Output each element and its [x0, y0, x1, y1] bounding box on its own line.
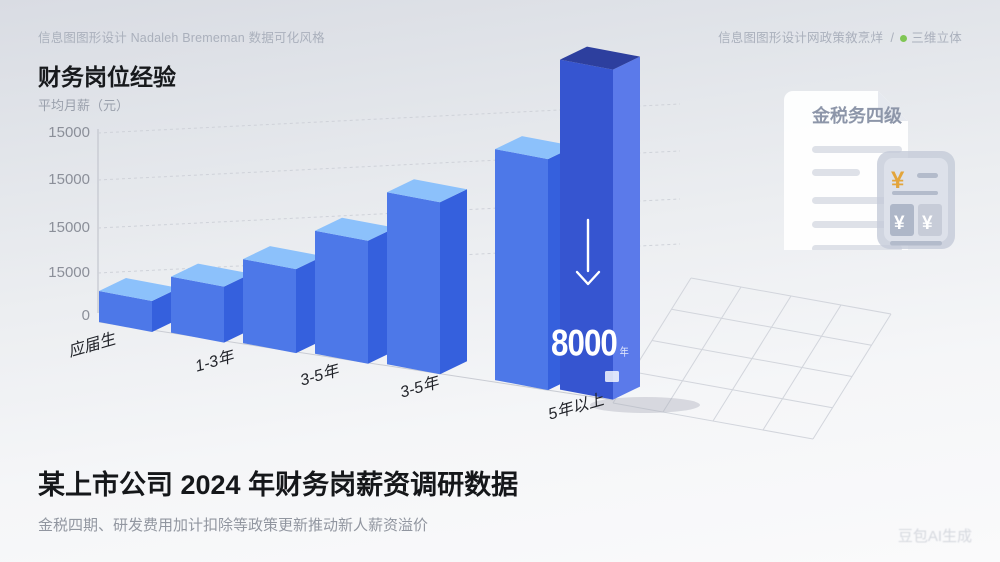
svg-text:¥: ¥: [891, 167, 905, 194]
svg-text:¥: ¥: [894, 213, 905, 234]
svg-text:金税务四级: 金税务四级: [811, 105, 903, 126]
svg-text:¥: ¥: [922, 213, 933, 234]
